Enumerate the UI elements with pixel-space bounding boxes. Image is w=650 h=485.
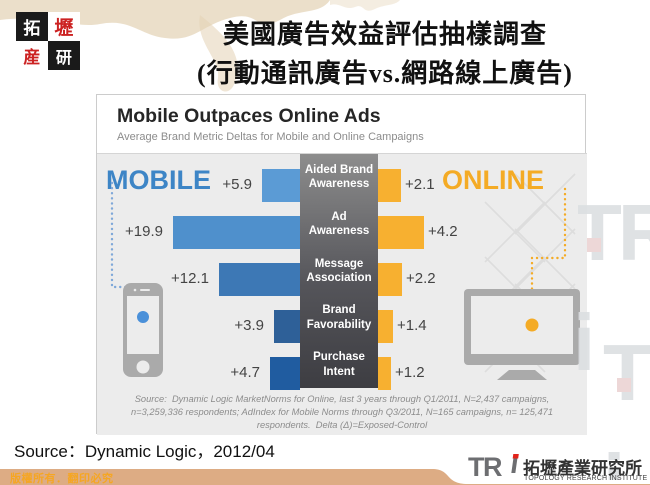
svg-text:TR: TR	[468, 454, 502, 482]
svg-text:TR: TR	[578, 188, 650, 277]
svg-text:i: i	[578, 298, 595, 387]
svg-text:TR: TR	[603, 328, 650, 417]
